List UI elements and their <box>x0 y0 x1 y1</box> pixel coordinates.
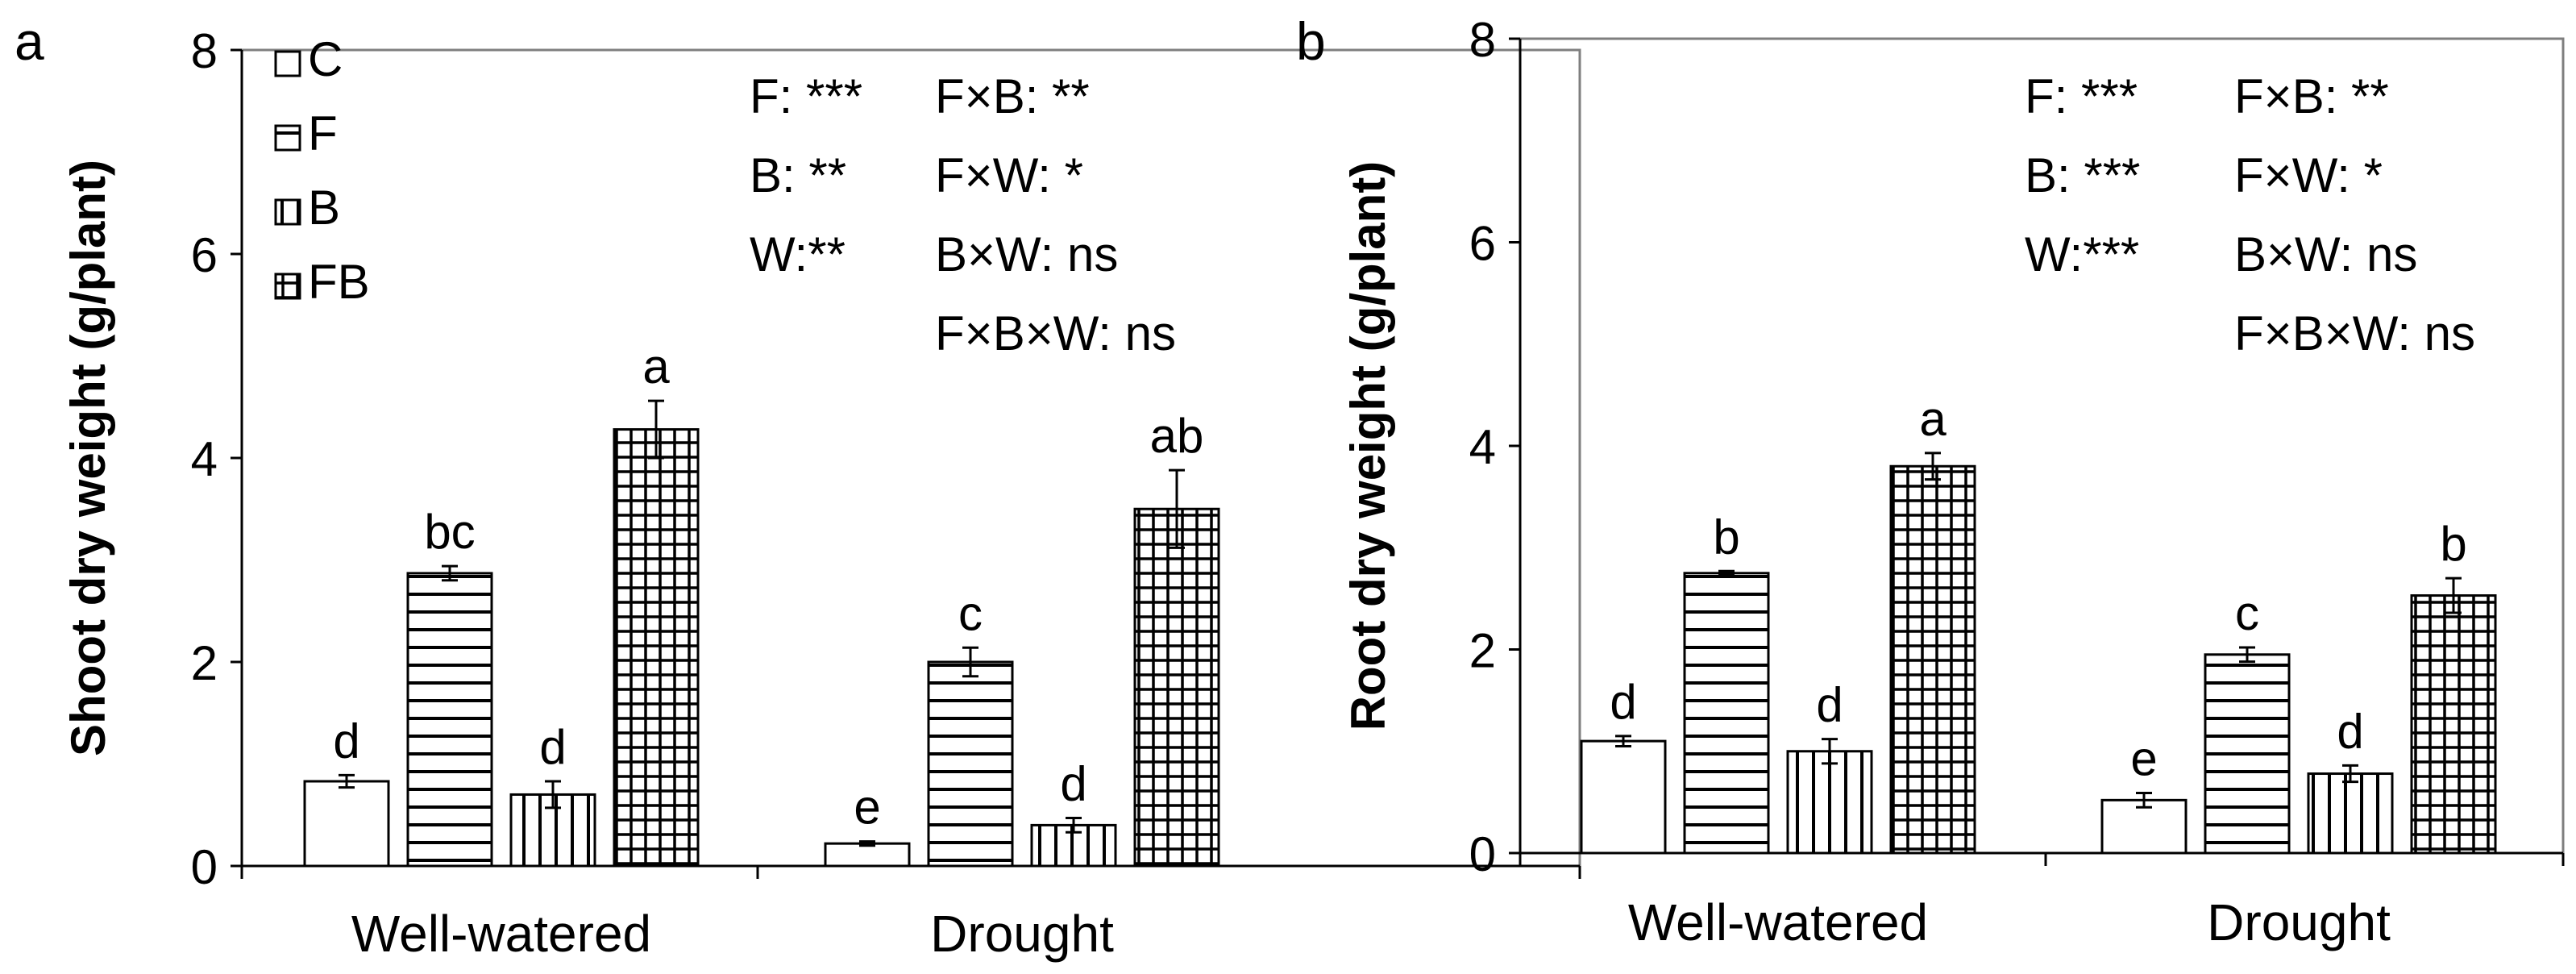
significance-letter: bc <box>424 505 475 559</box>
significance-letter: a <box>642 339 670 393</box>
y-axis-label: Root dry weight (g/plant) <box>1341 161 1395 731</box>
significance-letter: b <box>1713 510 1739 564</box>
y-tick-label: 0 <box>191 840 218 894</box>
y-tick-label: 4 <box>1469 420 1496 474</box>
stat-annotation: F×B×W: ns <box>935 306 1176 360</box>
significance-letter: a <box>1919 392 1947 446</box>
bar-f <box>1683 572 1770 855</box>
bar-f <box>406 572 493 868</box>
bar-fb <box>1889 464 1976 855</box>
stat-annotation: W:*** <box>2025 227 2139 281</box>
y-axis-label: Shoot dry weight (g/plant) <box>61 160 115 756</box>
bar-c <box>2100 798 2188 855</box>
stat-annotation: B: ** <box>750 148 846 202</box>
y-tick-label: 8 <box>1469 13 1496 67</box>
legend-label: C <box>308 32 343 86</box>
stat-annotation: F×B×W: ns <box>2234 306 2475 360</box>
panel-b: b 0 2 4 6 8 Root dry weight (g/plant) d b d a Well-… <box>1296 11 2565 951</box>
bar-fb <box>2410 594 2497 855</box>
legend-label: B <box>308 181 340 235</box>
y-tick-label: 6 <box>1469 217 1496 271</box>
significance-letter: d <box>1060 757 1086 811</box>
stat-annotation: F×W: * <box>935 148 1083 202</box>
y-tick-label: 4 <box>191 432 218 486</box>
significance-letter: c <box>958 586 983 640</box>
legend-swatch-c <box>274 50 301 77</box>
bar-b <box>2307 772 2394 855</box>
stat-annotation: W:** <box>750 227 846 281</box>
y-tick-label: 6 <box>191 228 218 282</box>
legend-swatch-f <box>274 124 301 152</box>
legend-label: FB <box>308 255 370 309</box>
panel-label: b <box>1296 11 1326 71</box>
y-tick-label: 2 <box>1469 624 1496 678</box>
bar-b <box>1786 750 1873 855</box>
significance-letter: d <box>2337 704 2363 758</box>
bar-c <box>1580 739 1667 855</box>
significance-letter: d <box>1610 675 1636 729</box>
stat-annotation: B×W: ns <box>2234 227 2417 281</box>
significance-letter: e <box>2130 732 2157 786</box>
x-category-label: Well-watered <box>1628 893 1928 951</box>
significance-letter: d <box>333 714 359 768</box>
bar-fb <box>1133 507 1220 868</box>
significance-letter: ab <box>1150 409 1204 463</box>
y-tick-label: 8 <box>191 24 218 78</box>
stat-annotation: F×B: ** <box>2234 69 2389 123</box>
legend-swatch-fb <box>274 273 301 300</box>
panel-label: a <box>15 11 44 71</box>
legend-label: F <box>308 106 338 160</box>
bar-f <box>2204 653 2291 855</box>
x-category-label: Well-watered <box>351 905 651 963</box>
significance-letter: c <box>2235 586 2259 640</box>
significance-letter: b <box>2440 517 2466 571</box>
y-tick-label: 0 <box>1469 827 1496 881</box>
legend-swatch-b <box>274 198 301 226</box>
significance-letter: e <box>854 780 880 835</box>
stat-annotation: B×W: ns <box>935 227 1118 281</box>
x-category-label: Drought <box>930 905 1114 963</box>
stat-annotation: F×B: ** <box>935 69 1090 123</box>
bar-c <box>303 780 390 868</box>
stat-annotation: F×W: * <box>2234 148 2383 202</box>
stat-annotation: B: *** <box>2025 148 2140 202</box>
y-tick-label: 2 <box>191 636 218 690</box>
stat-annotation: F: *** <box>2025 69 2138 123</box>
bar-c <box>824 842 911 868</box>
stat-annotation: F: *** <box>750 69 862 123</box>
significance-letter: d <box>1816 678 1843 732</box>
bar-f <box>927 660 1014 868</box>
bar-fb <box>613 428 700 868</box>
x-category-label: Drought <box>2207 893 2391 951</box>
significance-letter: d <box>539 720 566 774</box>
